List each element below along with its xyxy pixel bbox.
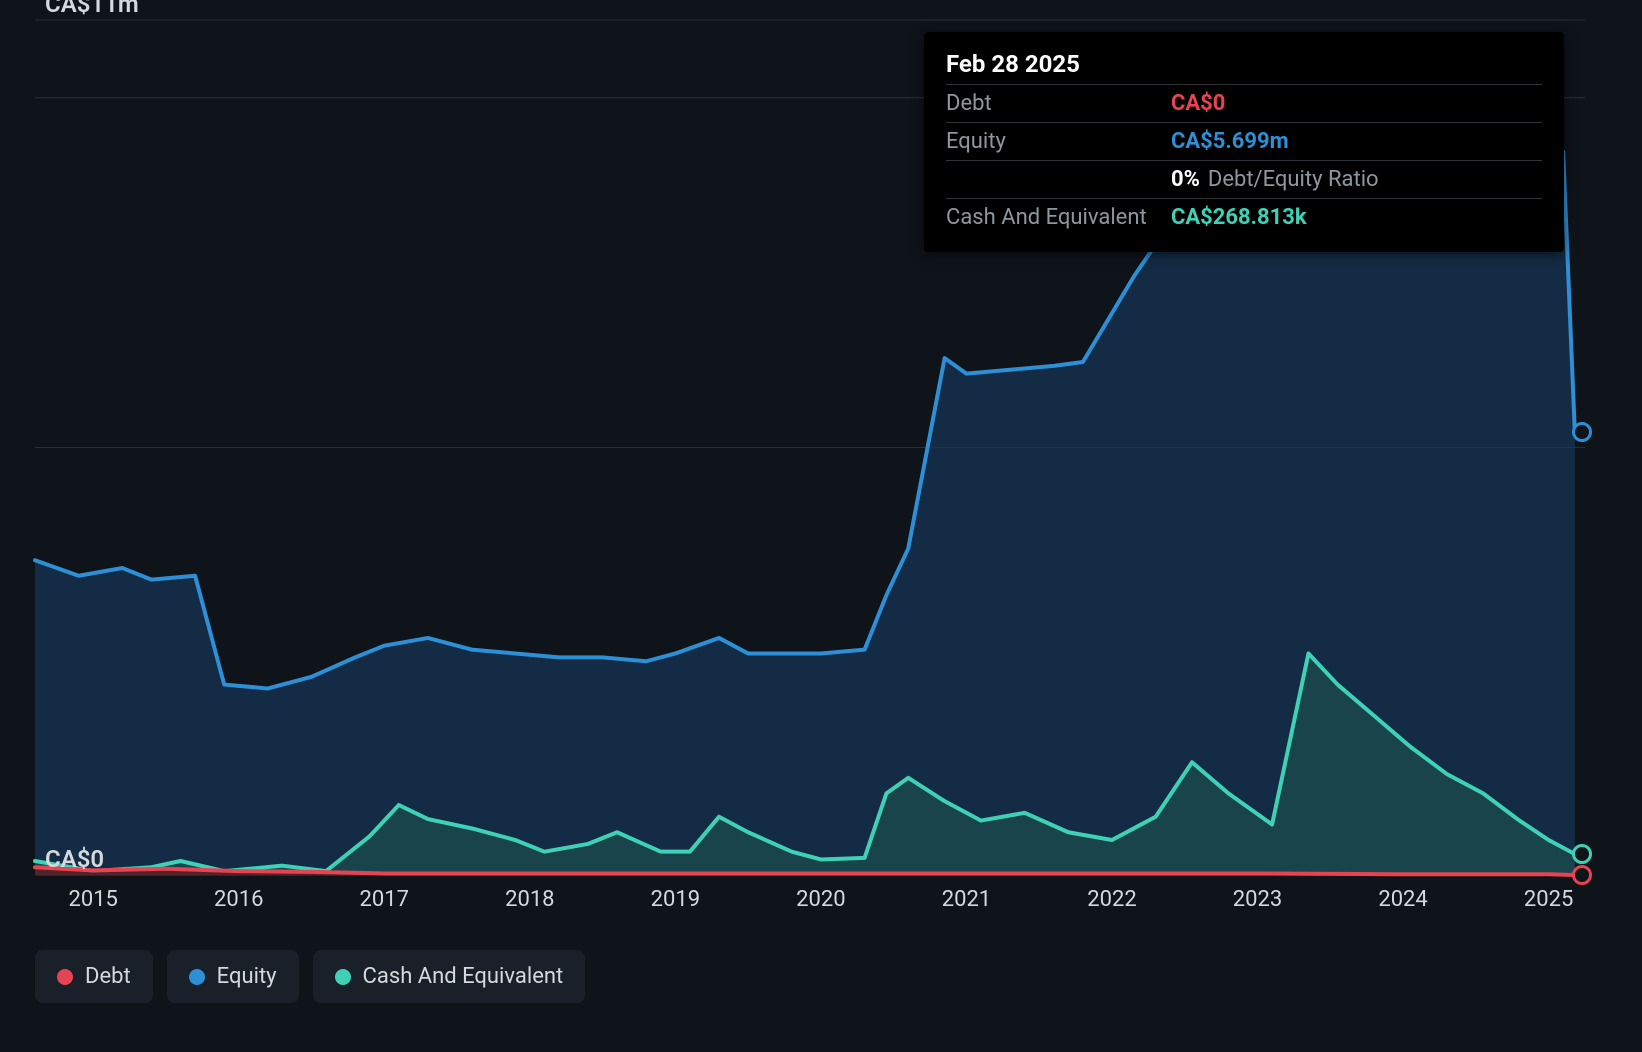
end-marker-debt bbox=[1572, 865, 1592, 885]
tooltip-row-value: CA$5.699m bbox=[1171, 129, 1289, 154]
x-axis-label: 2025 bbox=[1524, 887, 1573, 912]
tooltip-ratio-suffix: Debt/Equity Ratio bbox=[1208, 167, 1379, 192]
tooltip-row-value: CA$268.813k bbox=[1171, 205, 1307, 230]
tooltip-row-value: 0%Debt/Equity Ratio bbox=[1171, 167, 1379, 192]
legend-item-cash[interactable]: Cash And Equivalent bbox=[313, 950, 586, 1003]
tooltip-row-value: CA$0 bbox=[1171, 91, 1225, 116]
legend-dot-icon bbox=[57, 969, 73, 985]
tooltip-row-label: Debt bbox=[946, 91, 1171, 116]
x-axis-label: 2020 bbox=[796, 887, 845, 912]
legend-label: Debt bbox=[85, 964, 131, 989]
legend-dot-icon bbox=[335, 969, 351, 985]
x-axis-label: 2017 bbox=[360, 887, 409, 912]
y-axis-label: CA$0 bbox=[45, 845, 104, 873]
tooltip-row-label bbox=[946, 167, 1171, 192]
tooltip-row-label: Equity bbox=[946, 129, 1171, 154]
legend-label: Equity bbox=[217, 964, 277, 989]
y-axis-label: CA$11m bbox=[45, 0, 139, 18]
legend-item-equity[interactable]: Equity bbox=[167, 950, 299, 1003]
legend-label: Cash And Equivalent bbox=[363, 964, 564, 989]
tooltip-row-label: Cash And Equivalent bbox=[946, 205, 1171, 230]
x-axis-label: 2023 bbox=[1233, 887, 1282, 912]
debt-equity-chart: CA$11m CA$0 2015 2016 2017 2018 2019 2020 2021 2… bbox=[0, 0, 1642, 1052]
end-marker-equity bbox=[1572, 422, 1592, 442]
x-axis-label: 2018 bbox=[505, 887, 554, 912]
x-axis-label: 2022 bbox=[1087, 887, 1136, 912]
legend-dot-icon bbox=[189, 969, 205, 985]
tooltip-title: Feb 28 2025 bbox=[946, 50, 1542, 78]
legend-item-debt[interactable]: Debt bbox=[35, 950, 153, 1003]
x-axis-label: 2021 bbox=[942, 887, 991, 912]
chart-tooltip: Feb 28 2025 DebtCA$0EquityCA$5.699m0%Deb… bbox=[924, 32, 1564, 252]
x-axis-label: 2016 bbox=[214, 887, 263, 912]
tooltip-row: DebtCA$0 bbox=[946, 84, 1542, 122]
end-marker-cash bbox=[1572, 844, 1592, 864]
x-axis-label: 2019 bbox=[651, 887, 700, 912]
tooltip-row: 0%Debt/Equity Ratio bbox=[946, 160, 1542, 198]
tooltip-row: EquityCA$5.699m bbox=[946, 122, 1542, 160]
chart-legend: Debt Equity Cash And Equivalent bbox=[35, 950, 585, 1003]
tooltip-row: Cash And EquivalentCA$268.813k bbox=[946, 198, 1542, 236]
x-axis-label: 2015 bbox=[68, 887, 117, 912]
x-axis-label: 2024 bbox=[1378, 887, 1427, 912]
